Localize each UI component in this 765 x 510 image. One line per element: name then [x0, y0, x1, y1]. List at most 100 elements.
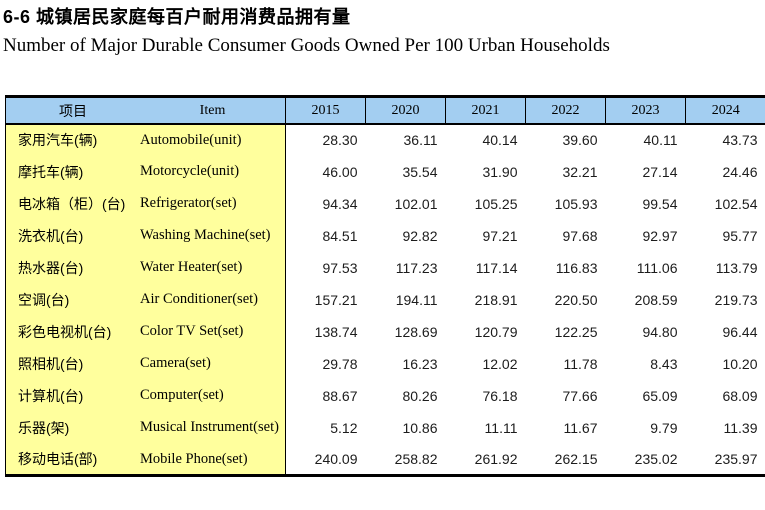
- value-cell: 96.44: [722, 323, 758, 340]
- item-name-zh: 彩色电视机(台): [18, 323, 112, 340]
- value-cell: 77.66: [562, 387, 598, 404]
- value-cell: 92.82: [402, 227, 438, 244]
- value-cell: 31.90: [482, 163, 518, 180]
- value-cell: 68.09: [722, 387, 758, 404]
- year-header-2015: 2015: [285, 96, 366, 124]
- item-cell: 计算机(台) Computer(set): [5, 379, 286, 412]
- value-cell: 128.69: [394, 323, 438, 340]
- item-cell: 空调(台) Air Conditioner(set): [5, 283, 286, 316]
- value-cell: 11.78: [563, 355, 598, 372]
- value-cell: 99.54: [642, 195, 678, 212]
- value-cell: 46.00: [285, 155, 366, 188]
- value-cell: 9.79: [650, 419, 678, 436]
- item-name-en: Mobile Phone(set): [140, 450, 248, 467]
- value-cell: 138.74: [285, 315, 366, 348]
- durable-goods-table: 项目 Item 2015 2020 2021 2022 2023 2024 家用汽车(辆)…: [5, 95, 765, 478]
- value-cell: 28.30: [285, 123, 366, 156]
- value-cell: 12.02: [482, 355, 518, 372]
- item-header-en: Item: [199, 102, 226, 118]
- item-cell: 乐器(架) Musical Instrument(set): [5, 411, 286, 444]
- value-cell: 117.14: [475, 259, 518, 276]
- value-cell: 29.78: [285, 347, 366, 380]
- value-cell: 97.53: [285, 251, 366, 284]
- item-header-zh: 项目: [59, 102, 87, 119]
- item-name-en: Air Conditioner(set): [140, 291, 258, 308]
- page-header: 6-6 城镇居民家庭每百户耐用消费品拥有量 Number of Major Du…: [0, 6, 765, 57]
- value-cell: 43.73: [722, 132, 758, 149]
- item-name-zh: 计算机(台): [18, 387, 84, 404]
- value-cell: 262.15: [554, 451, 598, 468]
- value-cell: 35.54: [402, 163, 438, 180]
- item-name-zh: 移动电话(部): [18, 451, 98, 468]
- value-cell: 80.26: [402, 387, 438, 404]
- year-header-2021: 2021: [445, 96, 526, 124]
- value-cell: 235.02: [634, 451, 678, 468]
- value-cell: 102.54: [714, 195, 758, 212]
- value-cell: 36.11: [403, 132, 438, 149]
- value-cell: 235.97: [714, 451, 758, 468]
- value-cell: 113.79: [715, 259, 758, 276]
- table-row: 彩色电视机(台) Color TV Set(set) 138.74 128.69 120…: [5, 315, 765, 348]
- value-cell: 157.21: [285, 283, 366, 316]
- value-cell: 40.14: [482, 132, 518, 149]
- table-row: 电冰箱（柜）(台) Refrigerator(set) 94.34 102.01 105…: [5, 187, 765, 220]
- item-name-en: Refrigerator(set): [140, 195, 237, 212]
- item-cell: 热水器(台) Water Heater(set): [5, 251, 286, 284]
- value-cell: 97.21: [482, 227, 518, 244]
- value-cell: 11.67: [563, 419, 598, 436]
- value-cell: 40.11: [643, 132, 678, 149]
- value-cell: 94.34: [285, 187, 366, 220]
- value-cell: 32.21: [562, 163, 598, 180]
- table-row: 照相机(台) Camera(set) 29.78 16.23 12.02 11.78 8.4…: [5, 347, 765, 380]
- item-name-en: Camera(set): [140, 355, 211, 372]
- value-cell: 10.20: [722, 355, 758, 372]
- value-cell: 94.80: [642, 323, 678, 340]
- page-title-chinese: 6-6 城镇居民家庭每百户耐用消费品拥有量: [3, 7, 351, 27]
- item-name-zh: 洗衣机(台): [18, 227, 84, 244]
- year-header-2023: 2023: [605, 96, 686, 124]
- item-name-en: Color TV Set(set): [140, 323, 244, 340]
- value-cell: 97.68: [562, 227, 598, 244]
- value-cell: 16.23: [402, 355, 438, 372]
- item-cell: 摩托车(辆) Motorcycle(unit): [5, 155, 286, 188]
- value-cell: 258.82: [394, 451, 438, 468]
- table-row: 移动电话(部) Mobile Phone(set) 240.09 258.82 261.…: [5, 443, 765, 476]
- value-cell: 111.06: [636, 259, 678, 276]
- value-cell: 116.83: [555, 259, 598, 276]
- item-name-en: Washing Machine(set): [140, 227, 271, 244]
- table-row: 计算机(台) Computer(set) 88.67 80.26 76.18 77.66 6…: [5, 379, 765, 412]
- item-cell: 照相机(台) Camera(set): [5, 347, 286, 380]
- year-header-2024: 2024: [685, 96, 765, 124]
- item-name-en: Automobile(unit): [140, 131, 242, 148]
- value-cell: 261.92: [474, 451, 518, 468]
- value-cell: 39.60: [562, 132, 598, 149]
- item-cell: 移动电话(部) Mobile Phone(set): [5, 443, 286, 476]
- value-cell: 240.09: [285, 443, 366, 476]
- item-name-en: Water Heater(set): [140, 259, 243, 276]
- value-cell: 11.39: [723, 419, 758, 436]
- page-title-english: Number of Major Durable Consumer Goods O…: [3, 34, 610, 56]
- item-name-zh: 家用汽车(辆): [18, 132, 98, 149]
- value-cell: 95.77: [722, 227, 758, 244]
- value-cell: 27.14: [642, 163, 678, 180]
- year-header-2020: 2020: [365, 96, 446, 124]
- value-cell: 5.12: [285, 411, 366, 444]
- item-cell: 洗衣机(台) Washing Machine(set): [5, 219, 286, 252]
- table-row: 家用汽车(辆) Automobile(unit) 28.30 36.11 40.14 39…: [5, 123, 765, 156]
- table-row: 摩托车(辆) Motorcycle(unit) 46.00 35.54 31.90 32.…: [5, 155, 765, 188]
- table-row: 洗衣机(台) Washing Machine(set) 84.51 92.82 97.2…: [5, 219, 765, 252]
- value-cell: 65.09: [642, 387, 678, 404]
- item-name-zh: 乐器(架): [18, 419, 70, 436]
- table-row: 热水器(台) Water Heater(set) 97.53 117.23 117.14…: [5, 251, 765, 284]
- table-row: 乐器(架) Musical Instrument(set) 5.12 10.86 11.…: [5, 411, 765, 444]
- item-name-zh: 摩托车(辆): [18, 163, 84, 180]
- item-name-zh: 热水器(台): [18, 259, 84, 276]
- value-cell: 105.93: [554, 195, 598, 212]
- value-cell: 219.73: [714, 291, 758, 308]
- value-cell: 88.67: [285, 379, 366, 412]
- item-name-en: Computer(set): [140, 387, 224, 404]
- value-cell: 208.59: [634, 291, 678, 308]
- item-header-cell: 项目 Item: [5, 96, 286, 124]
- item-cell: 电冰箱（柜）(台) Refrigerator(set): [5, 187, 286, 220]
- table-row: 空调(台) Air Conditioner(set) 157.21 194.11 218…: [5, 283, 765, 316]
